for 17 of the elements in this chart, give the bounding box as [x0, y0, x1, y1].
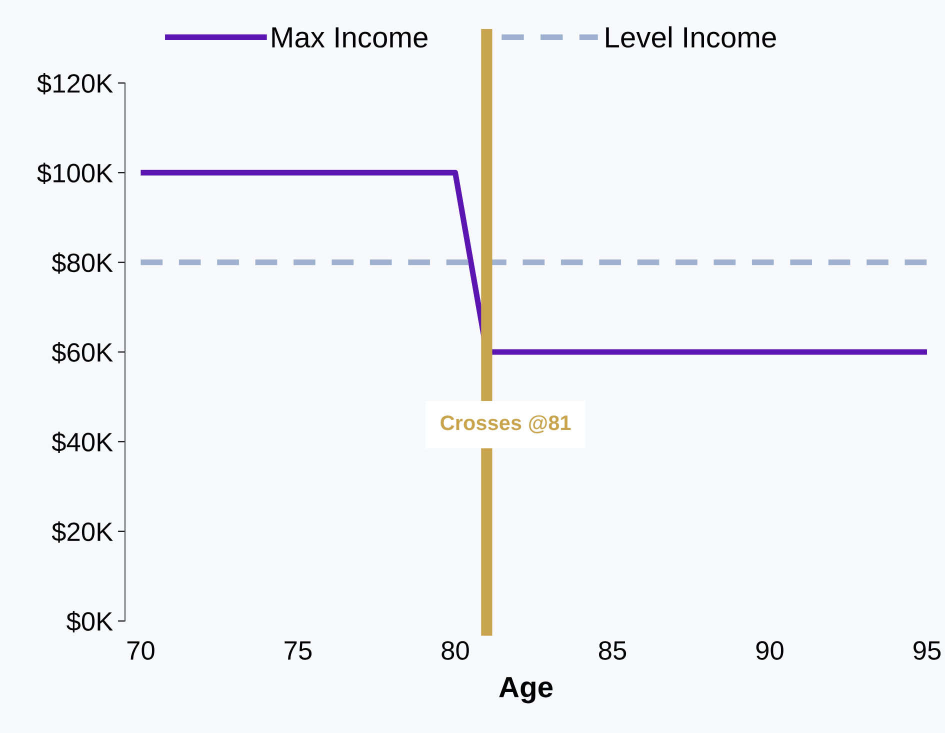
y-tick-label: $0K — [66, 611, 113, 632]
y-tick-label: $120K — [37, 73, 113, 94]
y-tick-label: $60K — [52, 342, 113, 364]
y-tick-label: $80K — [52, 252, 113, 274]
ref-line-label: Crosses @81 — [440, 415, 571, 434]
x-tick-label: 85 — [598, 641, 626, 660]
x-tick-label: 90 — [756, 641, 784, 660]
y-tick-label: $100K — [37, 162, 113, 184]
x-tick-label: 75 — [284, 641, 312, 660]
x-tick-label: 80 — [442, 641, 469, 660]
legend-label: Max Income — [272, 27, 428, 48]
x-axis-title: Age — [499, 677, 553, 704]
legend-label: Level Income — [606, 26, 776, 48]
x-tick-label: 95 — [914, 641, 941, 660]
y-tick-label: $40K — [52, 432, 113, 454]
y-tick-label: $20K — [52, 521, 113, 543]
x-tick-label: 70 — [127, 641, 154, 660]
